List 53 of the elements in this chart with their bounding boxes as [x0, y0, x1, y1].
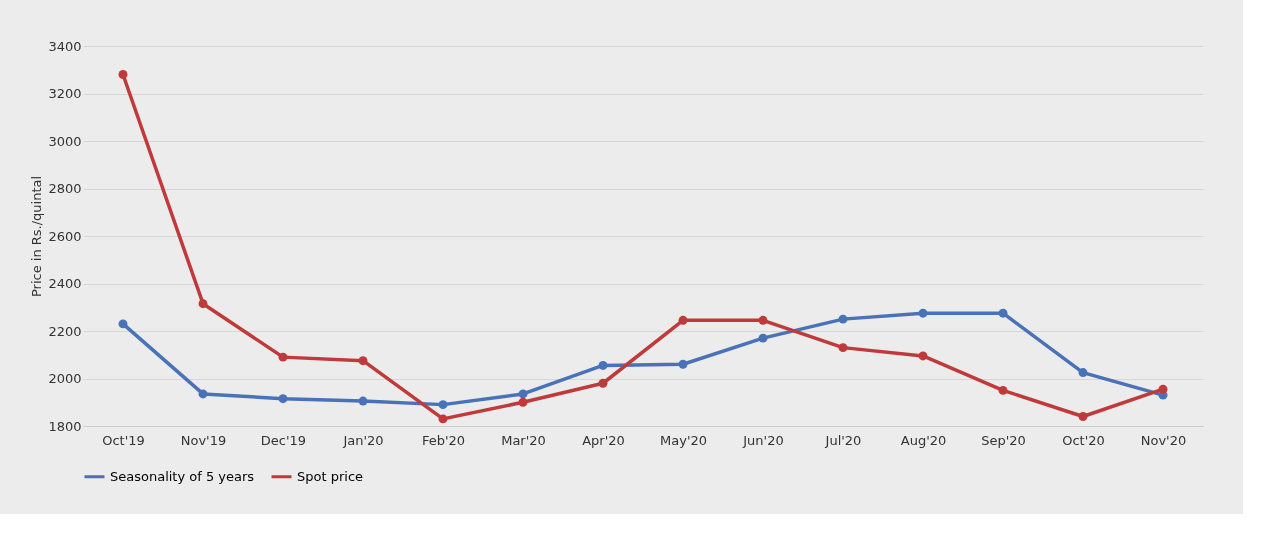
- point: [1078, 412, 1088, 421]
- y-tick-label: 2800: [48, 181, 82, 196]
- y-tick-label: 1800: [48, 418, 82, 434]
- point: [358, 356, 368, 366]
- point: [918, 351, 928, 361]
- y-tick-label: 2200: [48, 323, 82, 339]
- x-tick-label: Apr'20: [582, 432, 625, 448]
- point: [838, 314, 848, 324]
- x-tick-label: Sep'20: [981, 432, 1026, 448]
- point: [998, 385, 1008, 395]
- y-tick-label: 3000: [48, 133, 82, 149]
- point: [1158, 384, 1168, 394]
- y-tick-label: 2600: [48, 228, 82, 244]
- x-tick-label: Oct'19: [102, 432, 145, 448]
- x-tick-label: Jan'20: [342, 432, 384, 448]
- point: [438, 400, 448, 410]
- point: [118, 70, 128, 79]
- point: [918, 308, 928, 318]
- x-tick-label: Nov'20: [1140, 432, 1187, 448]
- x-tick-label: Aug'20: [900, 432, 947, 448]
- x-tick-label: Dec'19: [260, 432, 307, 448]
- point: [518, 397, 528, 407]
- x-tick-label: Jun'20: [742, 432, 784, 448]
- point: [518, 389, 528, 399]
- point: [678, 315, 688, 325]
- point: [598, 378, 608, 388]
- legend-label: Seasonality of 5 years: [110, 468, 255, 484]
- y-tick-label: 3200: [48, 86, 82, 101]
- point: [758, 315, 768, 325]
- x-tick-label: Oct'20: [1062, 432, 1105, 448]
- x-tick-label: Nov'19: [180, 432, 227, 448]
- x-tick-label: Mar'20: [501, 432, 546, 448]
- point: [198, 299, 208, 309]
- point: [998, 308, 1008, 318]
- point: [758, 333, 768, 343]
- legend-label: Spot price: [297, 468, 364, 484]
- point: [438, 414, 448, 424]
- point: [678, 359, 688, 369]
- x-tick-label: Jul'20: [824, 432, 862, 448]
- point: [598, 360, 608, 370]
- y-tick-label: 2000: [48, 371, 82, 386]
- point: [278, 394, 288, 404]
- point: [358, 396, 368, 406]
- x-tick-label: May'20: [660, 432, 707, 448]
- point: [1078, 368, 1088, 378]
- y-tick-label: 2400: [48, 276, 82, 291]
- point: [118, 319, 128, 329]
- point: [278, 352, 288, 362]
- point: [838, 343, 848, 353]
- y-axis-title: Price in Rs./quintal: [29, 175, 45, 298]
- y-tick-label: 3400: [48, 38, 82, 54]
- point: [198, 389, 208, 399]
- x-tick-label: Feb'20: [421, 432, 466, 448]
